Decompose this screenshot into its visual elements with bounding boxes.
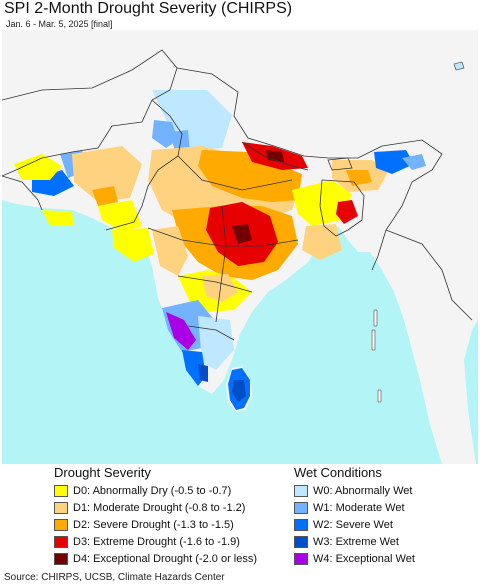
zone-w0-south (198, 316, 234, 370)
border-states-5 (187, 325, 235, 341)
legend-item-d0: D0: Abnormally Dry (-0.5 to -0.7) (54, 482, 257, 499)
zone-d2-north-india (198, 150, 302, 202)
zone-w4-karnataka (166, 312, 196, 350)
map-subtitle: Jan. 6 - Mar. 5, 2025 [final] (6, 19, 113, 29)
island-3 (377, 389, 382, 403)
zone-d3-bangladesh (336, 200, 358, 224)
zone-d4-nepal (266, 150, 284, 162)
zone-w3-sri-lanka (232, 380, 246, 402)
andaman-islands (371, 309, 382, 403)
legend-item-d2: D2: Severe Drought (-1.3 to -1.5) (54, 516, 257, 533)
zone-w1-kashmir (152, 120, 178, 148)
zone-d0-baluch (42, 210, 74, 226)
legend-item-d3: D3: Extreme Drought (-1.6 to -1.9) (54, 533, 257, 550)
map-title: SPI 2-Month Drought Severity (CHIRPS) (4, 0, 293, 17)
swatch-d1 (54, 501, 68, 514)
zone-d0-pak (14, 154, 62, 180)
zone-d4-central (232, 224, 252, 244)
swatch-d2 (54, 518, 68, 531)
legend-label-d4: D4: Exceptional Drought (-2.0 or less) (73, 552, 258, 565)
zone-d1-pak (72, 146, 142, 202)
zone-d1-central (152, 226, 188, 276)
zone-d0-sindh (98, 200, 142, 232)
borders (2, 49, 473, 341)
border-iran-pakistan (2, 175, 43, 211)
legend-label-w3: W3: Extreme Wet (313, 535, 399, 548)
zone-w3-south-tip (198, 364, 208, 382)
legend-label-d2: D2: Severe Drought (-1.3 to -1.5) (73, 518, 234, 531)
border-bangladesh (319, 179, 365, 237)
legend-label-w4: W4: Exceptional Wet (313, 552, 415, 565)
swatch-w1 (294, 501, 308, 514)
legend-item-w4: W4: Exceptional Wet (294, 550, 415, 567)
zone-w1-arunachal (402, 154, 426, 170)
zone-w2-arunachal (374, 150, 414, 174)
border-states-1 (177, 155, 293, 191)
border-states-4 (215, 205, 227, 323)
border-states-3 (177, 275, 253, 293)
swatch-w2 (294, 518, 308, 531)
drought-map (2, 30, 478, 464)
source-note: Source: CHIRPS, UCSB, Climate Hazards Ce… (4, 572, 225, 583)
border-states-2 (147, 227, 299, 247)
border-china-india (176, 67, 443, 183)
zone-w0-north (152, 90, 232, 150)
legend-item-w2: W2: Severe Wet (294, 516, 415, 533)
drought-legend-title: Drought Severity (54, 465, 151, 480)
border-myanmar (371, 181, 473, 321)
drought-legend: D0: Abnormally Dry (-0.5 to -0.7) D1: Mo… (54, 482, 257, 567)
wet-legend-title: Wet Conditions (294, 465, 382, 480)
swatch-w4 (294, 552, 308, 565)
legend-label-d1: D1: Moderate Drought (-0.8 to -1.2) (73, 501, 246, 514)
legend-item-d1: D1: Moderate Drought (-0.8 to -1.2) (54, 499, 257, 516)
border-nepal-south (241, 141, 309, 171)
border-pakistan-india (105, 99, 183, 231)
legend-item-w1: W1: Moderate Wet (294, 499, 415, 516)
swatch-d0 (54, 484, 68, 497)
island-1 (373, 309, 378, 327)
legend-label-w2: W2: Severe Wet (313, 518, 393, 531)
border-bhutan (327, 157, 353, 171)
legend-label-d0: D0: Abnormally Dry (-0.5 to -0.7) (73, 484, 232, 497)
legend-item-d4: D4: Exceptional Drought (-2.0 or less) (54, 550, 257, 567)
wet-legend: W0: Abnormally Wet W1: Moderate Wet W2: … (294, 482, 415, 567)
swatch-w0 (294, 484, 308, 497)
legend-item-w0: W0: Abnormally Wet (294, 482, 415, 499)
legend-label-w0: W0: Abnormally Wet (313, 484, 413, 497)
legend-label-d3: D3: Extreme Drought (-1.6 to -1.9) (73, 535, 240, 548)
lake-feature (453, 61, 465, 71)
swatch-w3 (294, 535, 308, 548)
swatch-d3 (54, 535, 68, 548)
island-2 (371, 329, 376, 351)
legend-item-w3: W3: Extreme Wet (294, 533, 415, 550)
zone-d0-gujarat (112, 228, 154, 262)
legend-label-w1: W1: Moderate Wet (313, 501, 405, 514)
zone-d2-pak (92, 186, 118, 206)
swatch-d4 (54, 552, 68, 565)
